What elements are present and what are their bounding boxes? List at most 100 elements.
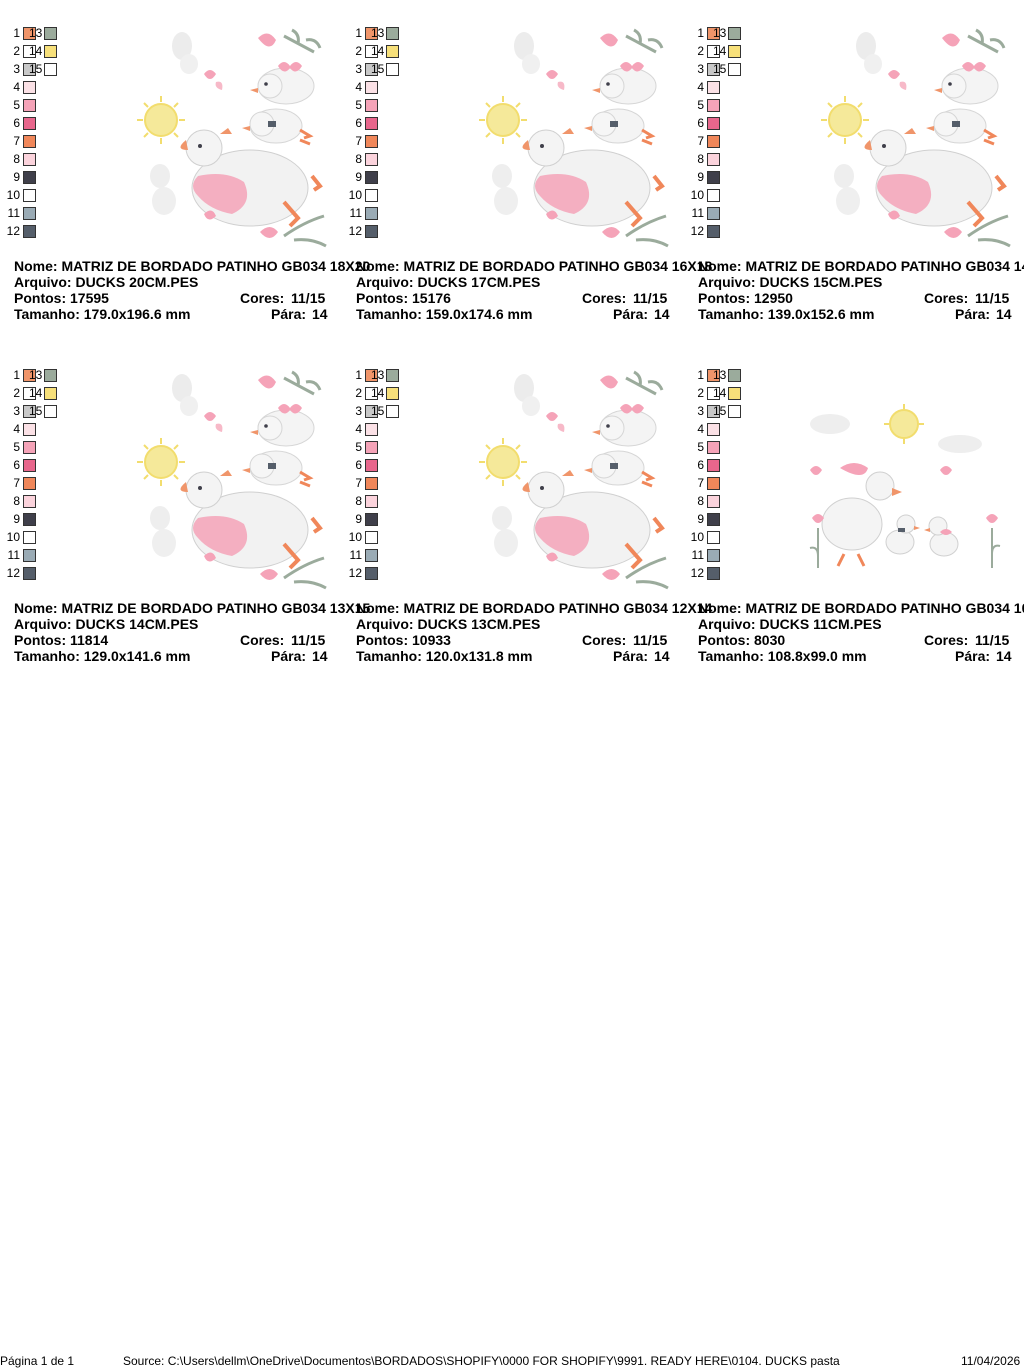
legend-row: 8 — [0, 494, 80, 508]
stops-label: Pára: — [955, 306, 991, 322]
legend-row: 8 — [342, 152, 422, 166]
legend-row: 7 — [342, 134, 422, 148]
color-swatch — [23, 459, 36, 472]
legend-row: 9 — [0, 170, 80, 184]
color-swatch — [23, 45, 36, 58]
file-label: Arquivo: — [356, 274, 414, 290]
stops-label: Pára: — [955, 648, 991, 664]
legend-row: 3 15 — [0, 62, 80, 76]
color-swatch — [386, 387, 399, 400]
design-card: 1 13 2 14 3 15 4 5 6 7 8 9 10 11 12 — [7, 26, 371, 326]
color-swatch — [365, 495, 378, 508]
legend-row: 8 — [0, 152, 80, 166]
color-swatch — [707, 567, 720, 580]
color-swatch — [23, 423, 36, 436]
legend-row: 1 13 — [684, 26, 764, 40]
legend-row: 1 13 — [0, 26, 80, 40]
color-number: 2 — [13, 386, 20, 400]
size-label: Tamanho: — [698, 306, 764, 322]
color-swatch — [365, 531, 378, 544]
legend-row: 4 — [342, 80, 422, 94]
design-card: 1 13 2 14 3 15 4 5 6 7 8 9 10 11 12 — [7, 368, 371, 668]
legend-row: 1 13 — [0, 368, 80, 382]
design-card: 1 13 2 14 3 15 4 5 6 7 8 9 10 11 12 — [349, 26, 713, 326]
color-number: 12 — [690, 566, 704, 580]
colors-label: Cores: — [582, 290, 627, 306]
color-number: 7 — [355, 476, 362, 490]
color-number: 5 — [697, 98, 704, 112]
color-count: 11/15 — [633, 632, 668, 648]
color-number: 11 — [349, 548, 362, 562]
stop-count: 14 — [996, 306, 1012, 322]
color-swatch — [365, 225, 378, 238]
color-number: 11 — [7, 548, 20, 562]
color-swatch — [44, 27, 57, 40]
legend-row: 5 — [0, 440, 80, 454]
color-swatch — [386, 63, 399, 76]
embroidery-preview — [137, 370, 327, 590]
color-swatch — [707, 117, 720, 130]
stitches-label: Pontos: — [14, 632, 67, 648]
legend-row: 11 — [684, 548, 764, 562]
legend-row: 11 — [684, 206, 764, 220]
color-swatch — [728, 63, 741, 76]
stitch-row: Pontos: 15176 Cores: 11/15 — [356, 290, 698, 306]
color-swatch — [23, 153, 36, 166]
color-swatch — [365, 189, 378, 202]
legend-row: 7 — [684, 476, 764, 490]
color-swatch — [365, 171, 378, 184]
design-name: MATRIZ DE BORDADO PATINHO GB034 10X12 — [745, 600, 1024, 616]
stitch-count: 11814 — [70, 632, 109, 648]
color-swatch — [707, 207, 720, 220]
color-number: 13 — [29, 368, 43, 382]
legend-row: 7 — [0, 476, 80, 490]
legend-row: 8 — [684, 152, 764, 166]
color-swatch — [365, 135, 378, 148]
color-number: 2 — [355, 386, 362, 400]
color-swatch — [707, 441, 720, 454]
color-number: 8 — [697, 494, 704, 508]
legend-row: 9 — [684, 512, 764, 526]
color-swatch — [365, 441, 378, 454]
legend-row: 11 — [0, 548, 80, 562]
color-swatch — [707, 405, 720, 418]
color-swatch — [707, 423, 720, 436]
color-swatch — [44, 387, 57, 400]
color-swatch — [23, 441, 36, 454]
stitch-count: 15176 — [412, 290, 451, 306]
color-number: 9 — [13, 170, 20, 184]
color-count: 11/15 — [291, 290, 326, 306]
color-number: 14 — [29, 386, 43, 400]
color-number: 13 — [713, 368, 727, 382]
stop-count: 14 — [312, 306, 328, 322]
legend-row: 11 — [342, 548, 422, 562]
design-name: MATRIZ DE BORDADO PATINHO GB034 13X15 — [61, 600, 371, 616]
stops-label: Pára: — [613, 648, 649, 664]
name-label: Nome: — [14, 258, 58, 274]
design-preview — [476, 26, 676, 257]
name-label: Nome: — [356, 600, 400, 616]
legend-row: 5 — [342, 98, 422, 112]
color-number: 10 — [6, 530, 20, 544]
color-number: 13 — [371, 26, 385, 40]
color-number: 6 — [697, 458, 704, 472]
color-swatch — [23, 135, 36, 148]
color-swatch — [707, 99, 720, 112]
design-name-row: Nome: MATRIZ DE BORDADO PATINHO GB034 16… — [356, 258, 712, 274]
color-swatch — [707, 153, 720, 166]
color-swatch — [23, 387, 36, 400]
design-file: DUCKS 14CM.PES — [75, 616, 199, 632]
color-swatch — [23, 27, 36, 40]
stitch-row: Pontos: 12950 Cores: 11/15 — [698, 290, 1024, 306]
size-label: Tamanho: — [14, 306, 80, 322]
legend-row: 2 14 — [684, 44, 764, 58]
color-swatch — [707, 369, 720, 382]
design-name: MATRIZ DE BORDADO PATINHO GB034 12X14 — [403, 600, 713, 616]
design-name-row: Nome: MATRIZ DE BORDADO PATINHO GB034 13… — [14, 600, 370, 616]
color-number: 2 — [697, 44, 704, 58]
color-swatch — [707, 531, 720, 544]
color-swatch — [707, 45, 720, 58]
stitches-label: Pontos: — [698, 632, 751, 648]
colors-label: Cores: — [924, 632, 969, 648]
size-row: Tamanho: 159.0x174.6 mm Pára: 14 — [356, 306, 698, 322]
